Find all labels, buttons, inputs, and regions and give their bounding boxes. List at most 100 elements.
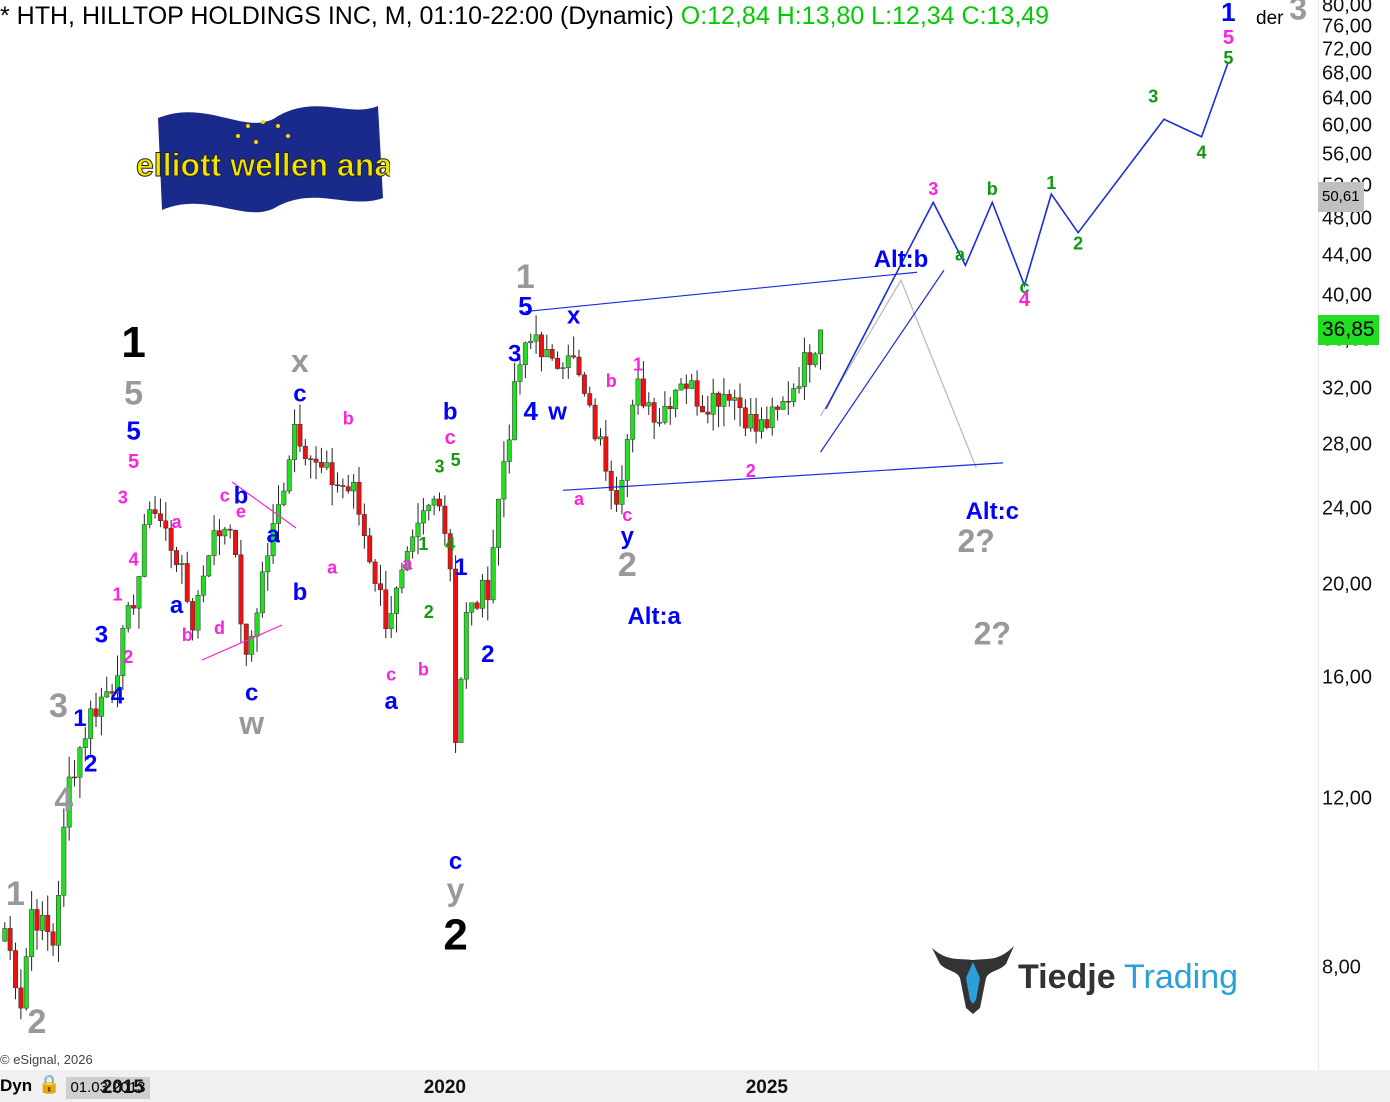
candle-body bbox=[157, 513, 163, 522]
candle-body bbox=[581, 374, 587, 394]
candle-body bbox=[662, 405, 668, 423]
wave-label: x bbox=[567, 302, 581, 329]
time-axis[interactable] bbox=[0, 1070, 1390, 1102]
copyright-text: © eSignal, 2026 bbox=[0, 1052, 93, 1067]
candle-body bbox=[88, 708, 94, 739]
candle-body bbox=[222, 528, 228, 537]
candle-body bbox=[361, 514, 367, 536]
candle-body bbox=[447, 533, 453, 570]
wave-label: 3 bbox=[49, 687, 68, 725]
candle-body bbox=[115, 675, 120, 694]
candle-body bbox=[732, 397, 738, 401]
wave-label: a bbox=[385, 688, 399, 715]
wave-label: 5 bbox=[128, 451, 139, 473]
wave-label: 2 bbox=[123, 647, 133, 667]
wave-label: a bbox=[955, 245, 966, 265]
candle-body bbox=[646, 402, 652, 407]
candle-body bbox=[404, 551, 410, 571]
candle-body bbox=[603, 436, 609, 472]
candle-body bbox=[587, 393, 593, 406]
time-tick-label: 2015 bbox=[101, 1077, 144, 1098]
candle-body bbox=[39, 914, 45, 931]
wave-label: 3 bbox=[118, 487, 128, 507]
candle-body bbox=[383, 589, 389, 629]
wave-label: Alt:b bbox=[874, 246, 929, 273]
candle-body bbox=[45, 914, 51, 933]
price-tick-label: 44,00 bbox=[1322, 244, 1373, 267]
price-tick-label: 28,00 bbox=[1322, 433, 1373, 456]
candle-body bbox=[592, 404, 598, 440]
wave-label: 2? bbox=[974, 616, 1011, 652]
candle-body bbox=[742, 407, 748, 429]
price-tick-label: 80,00 bbox=[1322, 0, 1373, 17]
candle-body bbox=[163, 520, 169, 529]
wave-label: 5 bbox=[124, 374, 143, 412]
candle-body bbox=[281, 490, 287, 505]
lock-icon[interactable]: 🔒 bbox=[38, 1074, 61, 1094]
candle-body bbox=[549, 348, 555, 359]
candlestick-series bbox=[2, 315, 823, 1020]
candle-body bbox=[190, 601, 196, 631]
candle-body bbox=[474, 602, 480, 609]
ohlc-readout: O:12,84 H:13,80 L:12,34 C:13,49 bbox=[680, 2, 1050, 30]
wave-label: b bbox=[987, 179, 998, 199]
candle-body bbox=[485, 579, 491, 601]
wave-label: 3 bbox=[1289, 0, 1307, 27]
candle-body bbox=[141, 524, 147, 577]
candle-body bbox=[109, 691, 115, 694]
candle-body bbox=[340, 485, 346, 487]
candle-body bbox=[565, 355, 571, 368]
price-axis[interactable] bbox=[1318, 0, 1390, 1070]
wave-label: 2 bbox=[618, 546, 637, 584]
start-date-box[interactable]: 01.03.2013 bbox=[66, 1077, 150, 1099]
channel-line bbox=[562, 462, 1004, 491]
candle-body bbox=[780, 401, 786, 410]
wave-label: b bbox=[418, 659, 429, 679]
wave-label: w bbox=[547, 398, 567, 425]
wave-label: 2 bbox=[443, 910, 467, 959]
wave-label: a bbox=[172, 512, 183, 532]
time-tick-label: 2025 bbox=[745, 1077, 788, 1098]
candle-body bbox=[227, 528, 233, 531]
candle-body bbox=[791, 388, 797, 402]
top-note: der bbox=[1256, 8, 1284, 29]
candle-body bbox=[700, 406, 705, 413]
candle-body bbox=[420, 510, 426, 524]
wave-label: a bbox=[170, 592, 184, 619]
candle-body bbox=[243, 623, 249, 655]
chart-title: * HTH, HILLTOP HOLDINGS INC, M, 01:10-22… bbox=[0, 2, 674, 30]
candle-body bbox=[721, 394, 727, 407]
wave-label: a bbox=[266, 521, 280, 548]
candle-body bbox=[775, 406, 781, 410]
candle-body bbox=[651, 402, 657, 423]
price-tick-label: 60,00 bbox=[1322, 114, 1373, 137]
candle-body bbox=[683, 383, 689, 389]
wave-label: 1 bbox=[418, 534, 428, 554]
candle-body bbox=[367, 535, 373, 563]
wave-label: 3 bbox=[1148, 87, 1158, 107]
candle-body bbox=[270, 523, 276, 557]
candle-body bbox=[259, 571, 265, 614]
candle-body bbox=[195, 595, 201, 631]
wave-label: 5 bbox=[451, 450, 461, 470]
candle-body bbox=[7, 928, 13, 951]
candle-body bbox=[292, 424, 298, 460]
price-tick-label: 72,00 bbox=[1322, 38, 1373, 61]
candle-body bbox=[812, 353, 818, 365]
candle-body bbox=[678, 383, 684, 391]
price-tick-label: 32,00 bbox=[1322, 377, 1373, 400]
candle-body bbox=[437, 498, 442, 507]
wave-label: c bbox=[386, 665, 396, 685]
dyn-label[interactable]: Dyn bbox=[0, 1076, 33, 1095]
candle-body bbox=[463, 612, 469, 680]
candle-body bbox=[356, 481, 362, 515]
candle-body bbox=[308, 458, 314, 460]
candle-body bbox=[179, 563, 185, 565]
wave-label: 4 bbox=[1197, 142, 1207, 162]
wave-label: 1 bbox=[73, 705, 86, 732]
wave-label: 1 bbox=[6, 875, 25, 913]
candle-body bbox=[657, 422, 662, 424]
candle-body bbox=[528, 340, 534, 344]
candle-body bbox=[759, 419, 764, 432]
channel-line bbox=[820, 269, 945, 453]
